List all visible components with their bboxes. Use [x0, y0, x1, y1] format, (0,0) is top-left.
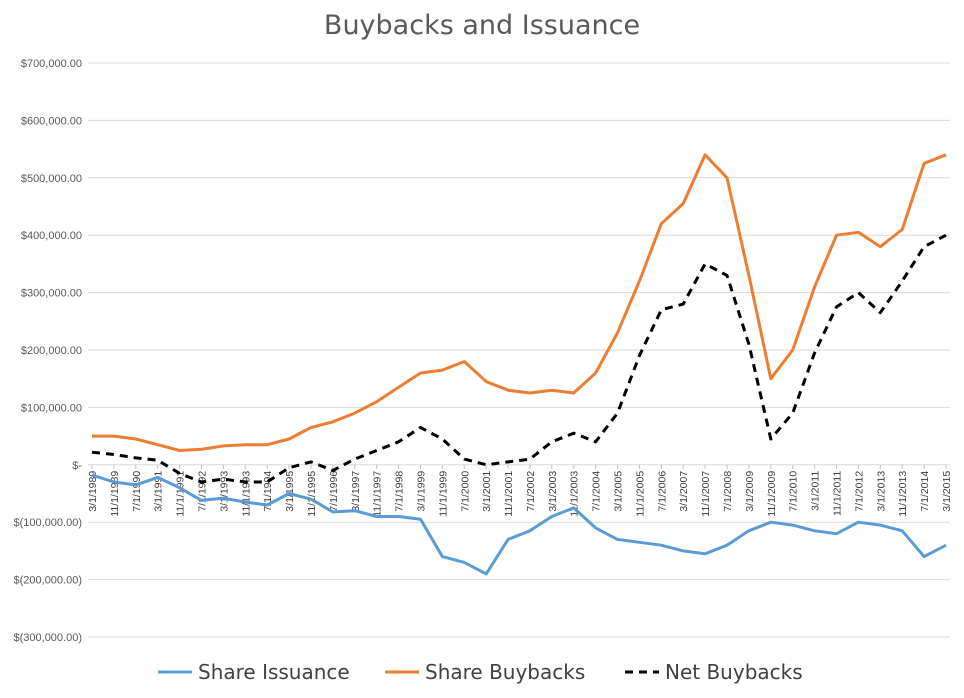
x-axis-tick-labels: 3/1/1989 11/1/1989 7/1/1990 3/1/1991 11/1/19… — [87, 464, 953, 517]
series-lines — [91, 153, 947, 576]
x-tick-label: 11/1/1989 — [109, 471, 121, 517]
x-tick-label: 7/1/1990 — [131, 471, 143, 512]
y-tick-label: $(100,000.00) — [14, 517, 83, 529]
x-tick-label: 11/1/1997 — [372, 471, 384, 517]
x-tick-label: 7/1/2004 — [591, 471, 603, 512]
x-tick-label: 11/1/1995 — [306, 471, 318, 517]
x-tick-label: 3/1/1997 — [350, 471, 362, 512]
x-tick-label: 7/1/1992 — [196, 471, 208, 512]
y-tick-label: $400,000.00 — [21, 230, 82, 242]
x-tick-label: 3/1/2013 — [875, 471, 887, 512]
x-tick-label: 11/1/2013 — [897, 471, 909, 517]
x-tick-label: 11/1/2011 — [832, 471, 844, 516]
x-tick-label: 3/1/2001 — [481, 471, 493, 512]
x-tick-label: 11/1/2007 — [700, 471, 712, 517]
y-tick-label: $- — [72, 460, 82, 472]
x-tick-label: 7/1/2006 — [656, 471, 668, 512]
y-tick-label: $(300,000.00) — [14, 632, 83, 644]
x-tick-label: 3/1/1993 — [218, 471, 230, 512]
x-tick-label: 11/1/2005 — [634, 471, 646, 517]
legend-label: Net Buybacks — [665, 660, 803, 684]
x-tick-label: 3/1/1999 — [415, 471, 427, 512]
legend-label: Share Issuance — [198, 660, 350, 684]
legend: Share Issuance Share Buybacks Net Buybacks — [158, 660, 803, 684]
series-line-net-buybacks — [91, 233, 947, 484]
x-tick-label: 3/1/2011 — [810, 471, 822, 511]
series-line-share-issuance — [91, 473, 947, 576]
x-tick-label: 3/1/1995 — [284, 471, 296, 512]
x-tick-label: 7/1/2012 — [853, 471, 865, 512]
x-tick-label: 7/1/2000 — [459, 471, 471, 512]
x-tick-label: 7/1/1996 — [328, 471, 340, 512]
x-tick-label: 7/1/2014 — [919, 471, 931, 512]
x-tick-label: 11/1/1991 — [175, 471, 187, 517]
x-tick-label: 11/1/2009 — [766, 471, 778, 517]
y-tick-label: $700,000.00 — [21, 58, 82, 70]
x-tick-label: 3/1/2009 — [744, 471, 756, 512]
x-tick-label: 3/1/2005 — [613, 471, 625, 512]
y-tick-label: $300,000.00 — [21, 288, 82, 300]
series-line-share-buybacks — [92, 153, 947, 452]
x-tick-label: 7/1/2002 — [525, 471, 537, 512]
y-tick-label: $600,000.00 — [21, 115, 82, 127]
legend-label: Share Buybacks — [425, 660, 585, 684]
y-tick-label: $100,000.00 — [21, 402, 82, 414]
x-tick-label: 7/1/2008 — [722, 471, 734, 512]
y-tick-label: $500,000.00 — [21, 173, 82, 185]
x-tick-label: 11/1/1999 — [437, 471, 449, 517]
x-tick-label: 11/1/1993 — [240, 471, 252, 517]
x-tick-label: 3/1/2003 — [547, 471, 559, 512]
y-axis-tick-labels: $700,000.00 $600,000.00 $500,000.00 $400,00… — [14, 58, 83, 644]
x-tick-label: 7/1/2010 — [788, 471, 800, 512]
grid-lines — [88, 62, 950, 638]
x-tick-label: 11/1/2003 — [569, 471, 581, 517]
x-tick-label: 3/1/2015 — [941, 471, 953, 512]
y-tick-label: $(200,000.00) — [14, 575, 83, 587]
x-tick-label: 7/1/1998 — [394, 471, 406, 512]
x-tick-label: 11/1/2001 — [503, 471, 515, 517]
x-tick-label: 3/1/1989 — [87, 471, 99, 512]
chart-title: Buybacks and Issuance — [323, 10, 641, 41]
x-tick-label: 3/1/2007 — [678, 471, 690, 512]
y-tick-label: $200,000.00 — [21, 345, 82, 357]
